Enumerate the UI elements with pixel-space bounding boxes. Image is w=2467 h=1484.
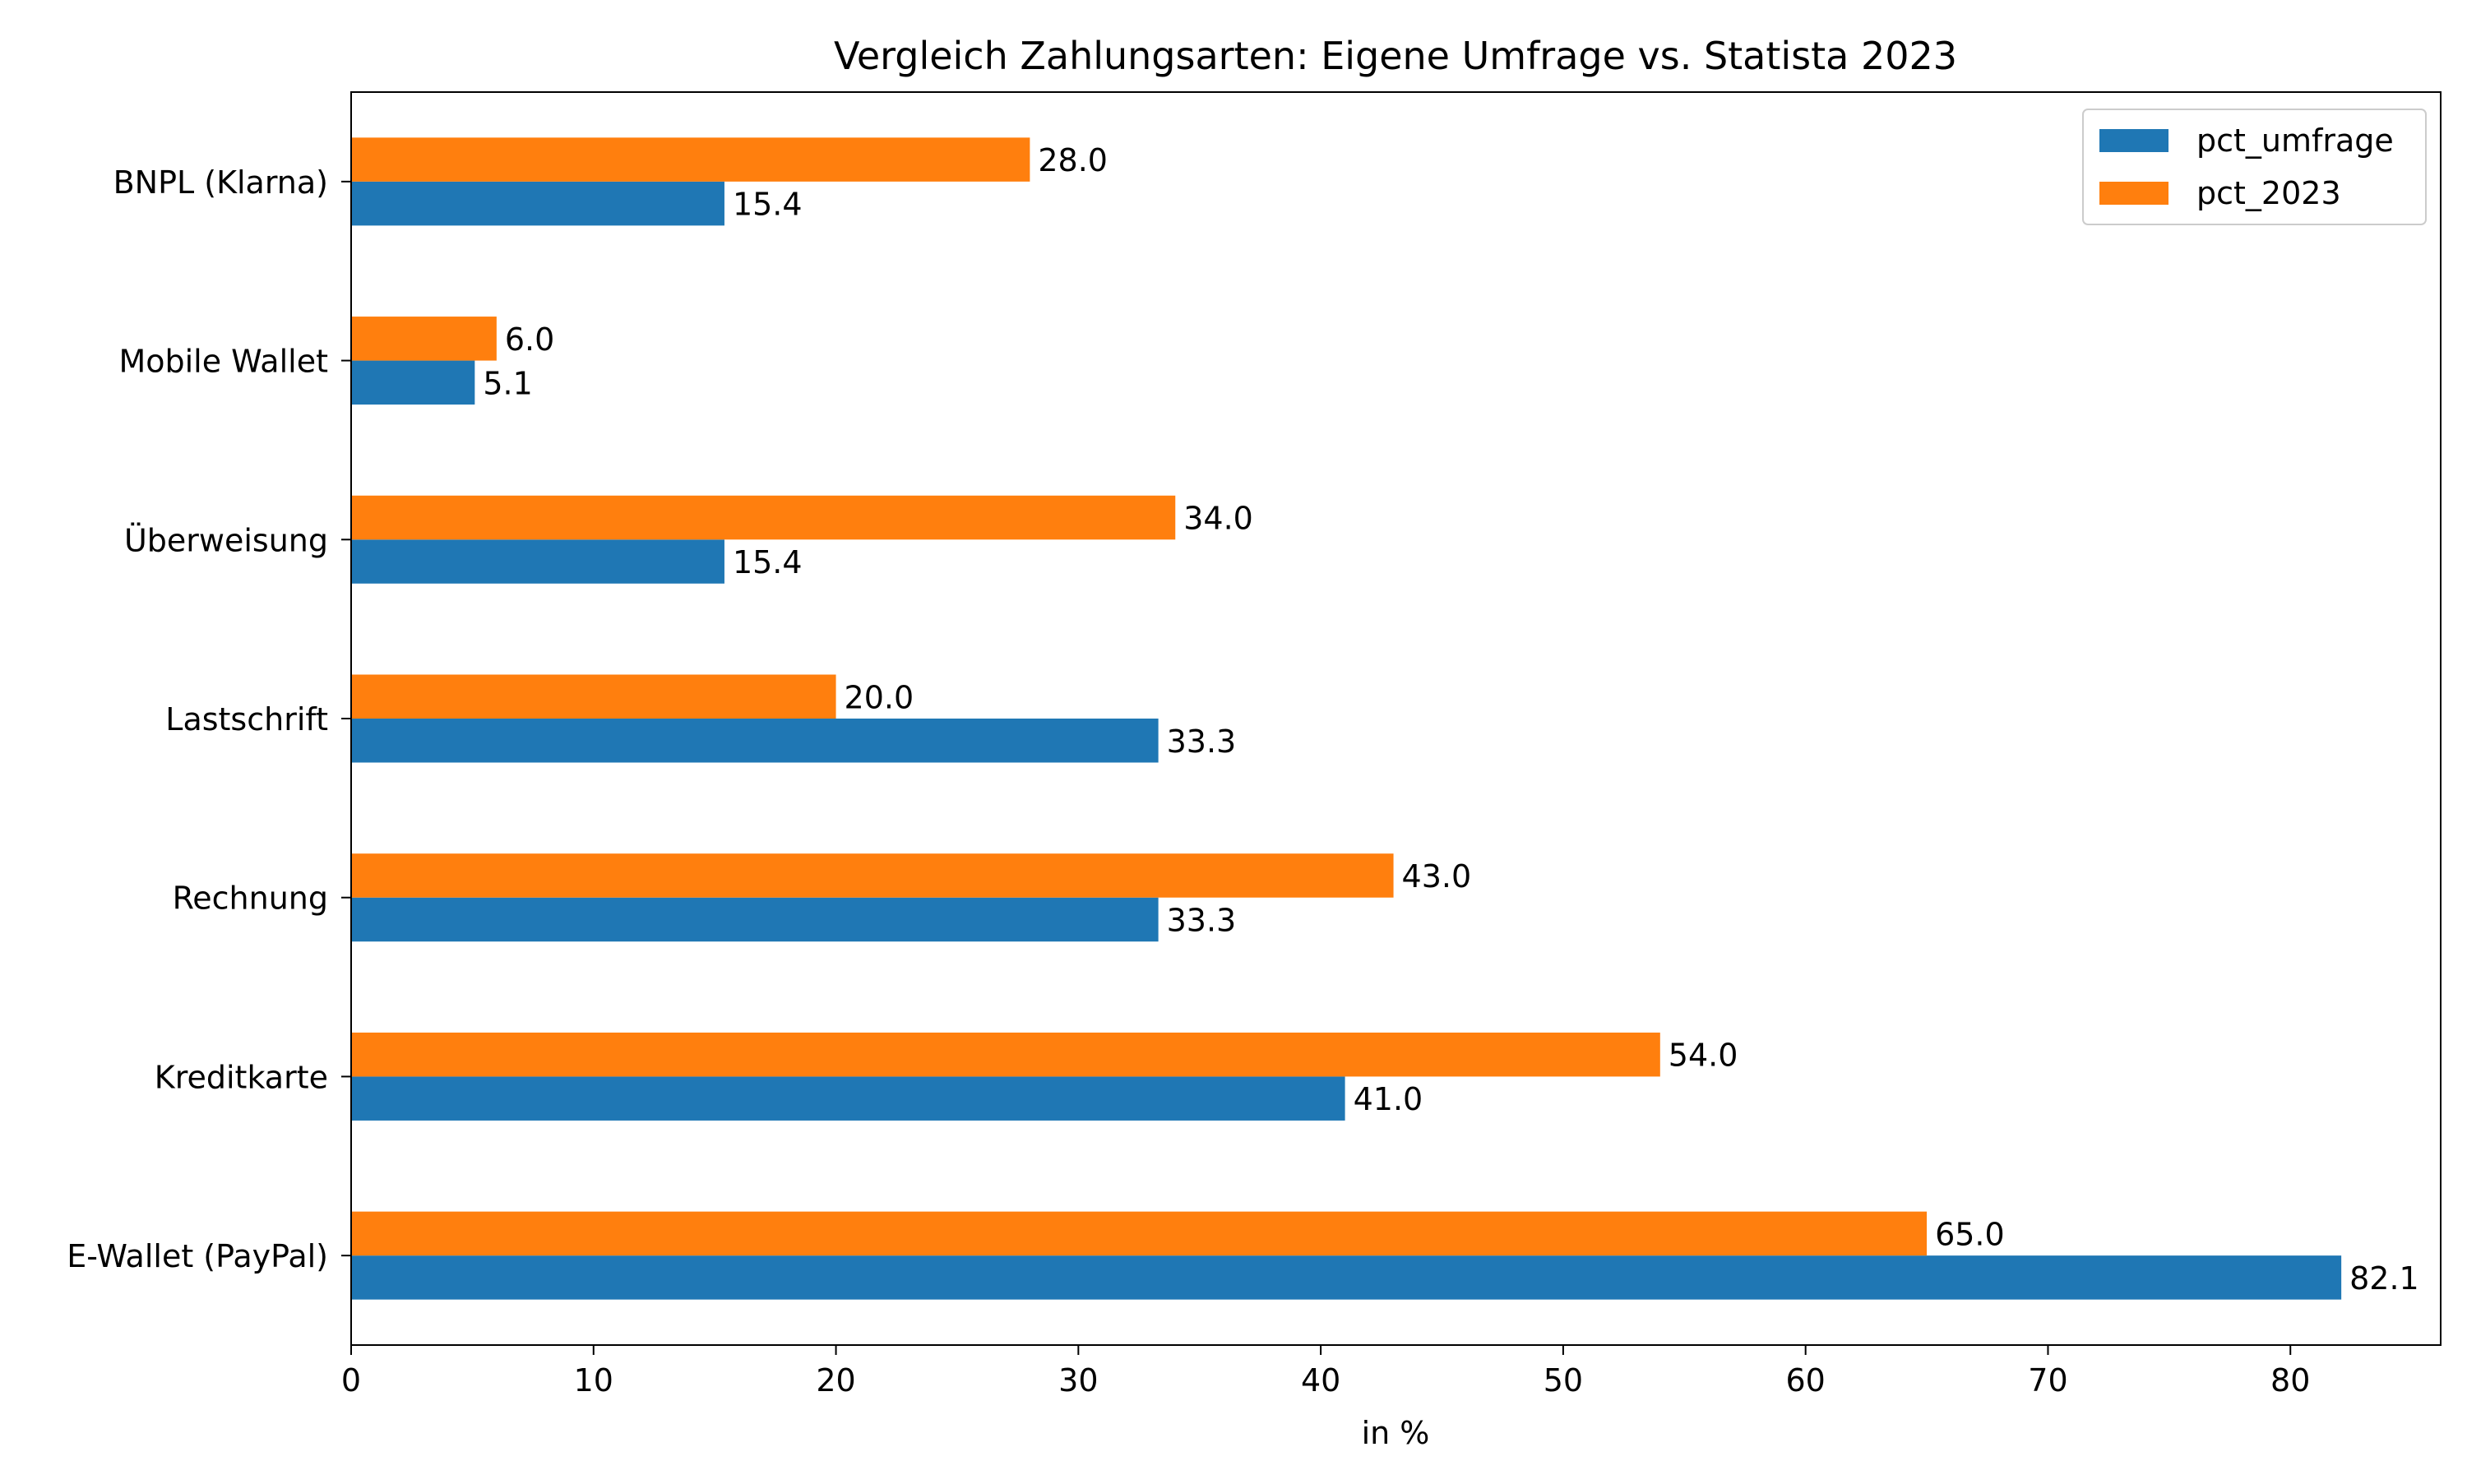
legend-label-pct_2023: pct_2023 (2196, 175, 2341, 211)
data-label-pct_2023-6: 28.0 (1038, 142, 1108, 178)
data-label-pct_2023-4: 34.0 (1183, 501, 1253, 537)
plot-frame (350, 91, 2442, 1346)
legend: pct_umfrage pct_2023 (2082, 109, 2427, 225)
x-tick-label: 30 (1058, 1362, 1098, 1398)
bar-pct_umfrage-3 (351, 719, 1159, 763)
chart-title: Vergleich Zahlungsarten: Eigene Umfrage … (834, 34, 1957, 78)
y-tick-label: Rechnung (173, 881, 328, 917)
bar-pct_2023-4 (351, 495, 1176, 540)
x-tick-label: 80 (2270, 1362, 2310, 1398)
plot-area: 82.1 65.0 E-Wallet (PayPal) 41.0 54.0 Kreditk… (67, 91, 2442, 1398)
y-tick-label: Mobile Wallet (118, 344, 328, 380)
x-tick-label: 70 (2028, 1362, 2067, 1398)
data-label-pct_2023-5: 6.0 (505, 321, 554, 358)
x-tick-label: 0 (341, 1362, 361, 1398)
legend-label-pct_umfrage: pct_umfrage (2196, 123, 2394, 159)
data-label-pct_umfrage-6: 15.4 (733, 187, 803, 223)
bar-pct_2023-5 (351, 317, 497, 361)
bar-pct_2023-0 (351, 1211, 1928, 1256)
data-label-pct_2023-0: 65.0 (1935, 1216, 2005, 1252)
bar-pct_umfrage-0 (351, 1255, 2342, 1300)
y-tick-label: BNPL (Klarna) (113, 164, 328, 201)
y-tick-label: Kreditkarte (155, 1059, 328, 1095)
bar-pct_umfrage-5 (351, 360, 475, 405)
y-tick-label: Überweisung (124, 522, 328, 558)
data-label-pct_umfrage-5: 5.1 (483, 365, 532, 401)
y-tick-label: Lastschrift (165, 701, 328, 737)
x-tick-label: 50 (1544, 1362, 1583, 1398)
bar-pct_umfrage-1 (351, 1076, 1345, 1121)
data-label-pct_umfrage-2: 33.3 (1167, 902, 1237, 938)
data-label-pct_umfrage-4: 15.4 (733, 544, 803, 580)
data-label-pct_umfrage-3: 33.3 (1167, 724, 1237, 760)
legend-swatch-pct_umfrage (2099, 129, 2168, 152)
bar-pct_2023-3 (351, 674, 836, 719)
x-tick-label: 10 (574, 1362, 613, 1398)
x-tick-label: 40 (1301, 1362, 1340, 1398)
bar-pct_2023-6 (351, 137, 1030, 182)
data-label-pct_2023-2: 43.0 (1402, 858, 1472, 895)
data-label-pct_umfrage-1: 41.0 (1354, 1081, 1423, 1117)
y-tick-label: E-Wallet (PayPal) (67, 1238, 328, 1274)
bar-pct_2023-2 (351, 853, 1394, 898)
x-tick-label: 20 (816, 1362, 855, 1398)
x-axis-label: in % (1362, 1415, 1430, 1451)
legend-swatch-pct_2023 (2099, 182, 2168, 205)
bar-pct_umfrage-4 (351, 539, 724, 584)
x-tick-label: 60 (1785, 1362, 1825, 1398)
bar-pct_umfrage-6 (351, 181, 724, 226)
legend-box (2082, 109, 2427, 225)
bar-pct_umfrage-2 (351, 897, 1159, 942)
data-label-pct_2023-1: 54.0 (1669, 1038, 1738, 1074)
bar-pct_2023-1 (351, 1032, 1660, 1077)
data-label-pct_umfrage-0: 82.1 (2349, 1260, 2419, 1297)
data-label-pct_2023-3: 20.0 (845, 679, 914, 715)
